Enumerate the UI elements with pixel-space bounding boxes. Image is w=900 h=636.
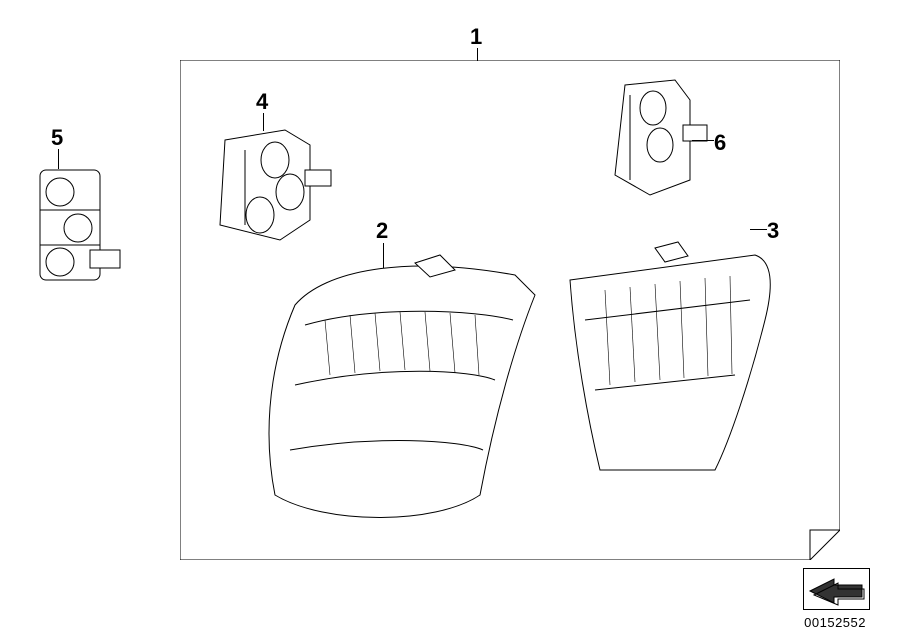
- diagram-part-number: 00152552: [804, 615, 866, 630]
- callout-5: 5: [51, 125, 63, 151]
- orientation-arrow-icon: [804, 569, 869, 609]
- callout-2: 2: [376, 218, 388, 244]
- leader-1: [477, 48, 478, 61]
- part-5-bulb-socket: [40, 170, 120, 280]
- callout-6: 6: [714, 130, 726, 156]
- orientation-arrow-badge: [803, 568, 870, 610]
- part-2-outer-tail-light: [269, 255, 535, 518]
- part-6-trunk-bulb-holder: [615, 80, 707, 195]
- callout-3: 3: [767, 218, 779, 244]
- leader-4: [263, 113, 264, 131]
- diagram-canvas: 1 2 3 4 5 6 00152552: [0, 0, 900, 636]
- components-svg: [0, 0, 900, 636]
- part-3-inner-tail-light: [570, 242, 770, 470]
- leader-5: [58, 149, 59, 169]
- callout-1: 1: [470, 24, 482, 50]
- part-4-bulb-holder: [220, 130, 331, 240]
- callout-4: 4: [256, 89, 268, 115]
- leader-6: [692, 140, 714, 141]
- leader-3: [750, 229, 767, 230]
- leader-2: [383, 243, 384, 268]
